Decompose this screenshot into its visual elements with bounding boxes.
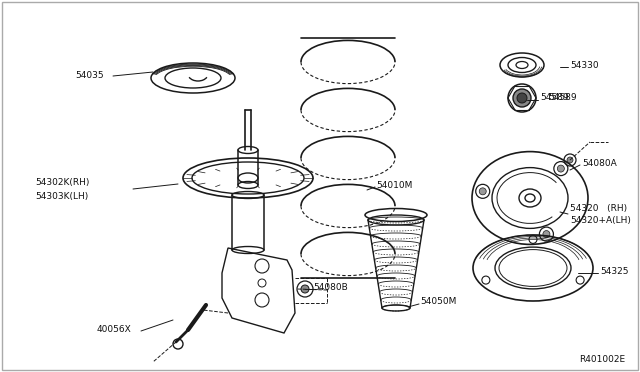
- Circle shape: [513, 89, 531, 107]
- Circle shape: [557, 165, 564, 172]
- Text: 54035: 54035: [75, 71, 104, 80]
- Text: 54302K(RH): 54302K(RH): [35, 179, 90, 187]
- Text: 40056X: 40056X: [97, 326, 132, 334]
- Circle shape: [567, 157, 573, 163]
- Text: 54589: 54589: [540, 93, 568, 103]
- Circle shape: [517, 93, 527, 103]
- Text: 54330: 54330: [570, 61, 598, 70]
- Text: 54589: 54589: [548, 93, 577, 103]
- Text: 54303K(LH): 54303K(LH): [35, 192, 88, 201]
- Text: 54010M: 54010M: [376, 180, 412, 189]
- Circle shape: [543, 231, 550, 238]
- Text: 54320+A(LH): 54320+A(LH): [570, 215, 631, 224]
- Text: 54320   (RH): 54320 (RH): [570, 203, 627, 212]
- Circle shape: [301, 285, 309, 293]
- Text: 54080A: 54080A: [582, 158, 617, 167]
- Text: 54050M: 54050M: [420, 298, 456, 307]
- Text: 54325: 54325: [600, 266, 628, 276]
- Text: R401002E: R401002E: [579, 356, 625, 365]
- Text: 54080B: 54080B: [313, 282, 348, 292]
- Circle shape: [479, 188, 486, 195]
